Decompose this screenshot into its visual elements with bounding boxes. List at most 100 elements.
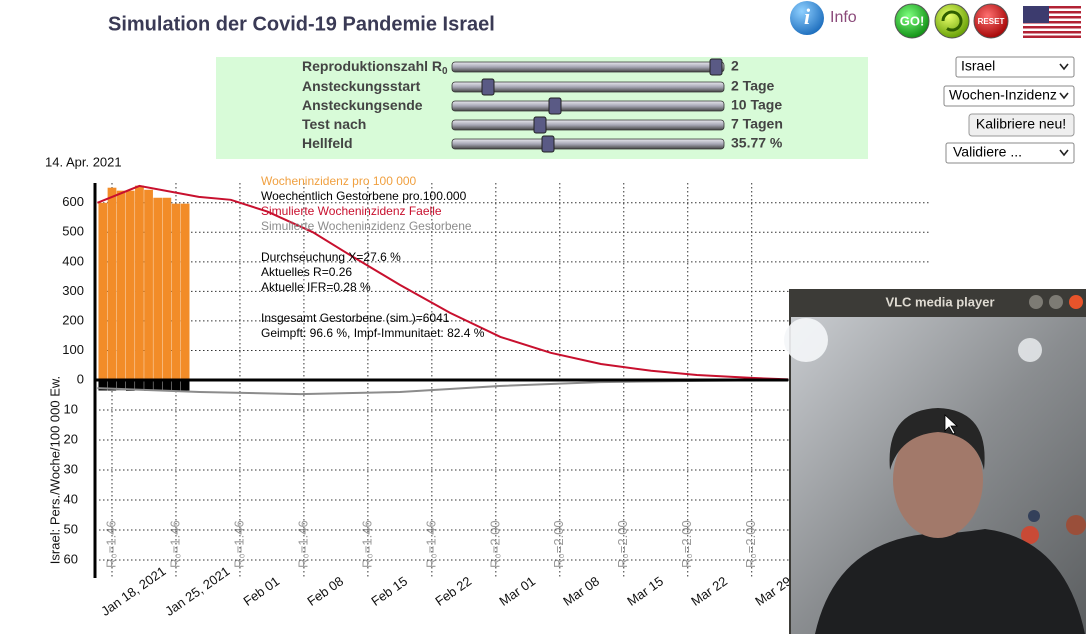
r0-label: R₀=1.46 (359, 520, 374, 568)
bar (135, 185, 144, 380)
bar (116, 380, 126, 391)
bar (162, 197, 172, 380)
bar (171, 203, 181, 380)
annotation: Aktuelle IFR=0.28 % (261, 280, 371, 294)
legend-entry: Simulierte Wocheninzidenz Faelle (261, 204, 442, 218)
x-tick-label: Mar 15 (624, 573, 666, 608)
annotation: Insgesamt Gestorbene (sim.)=6041 (261, 311, 450, 325)
y2-tick-label: 20 (64, 431, 78, 446)
vlc-window[interactable]: VLC media player (784, 289, 1086, 634)
legend-entry: Simulierte Wocheninzidenz Gestorbene (261, 219, 472, 233)
y-tick-label: 400 (62, 253, 84, 268)
video-person-body (815, 529, 1085, 634)
slider-track (451, 100, 725, 112)
video-light (784, 318, 828, 362)
go-button[interactable] (894, 3, 930, 39)
us-flag[interactable] (1023, 6, 1081, 38)
bar (180, 380, 190, 391)
bar (153, 197, 163, 380)
mode-value: Wochen-Inzidenz (949, 87, 1057, 103)
slider-value: 2 Tage (731, 78, 775, 94)
r0-label: R₀=2.00 (487, 520, 502, 568)
validate-select[interactable]: Validiere ... (945, 142, 1075, 164)
bar (107, 380, 117, 391)
annotation: Aktuelles R=0.26 (261, 265, 352, 279)
refresh-button[interactable] (934, 3, 970, 39)
y-tick-label: 300 (62, 283, 84, 298)
slider-value: 2 (731, 58, 739, 74)
line (97, 184, 789, 381)
annotation: Geimpft: 96.6 %, Impf-Immunitaet: 82.4 % (261, 326, 485, 340)
info-glyph: i (804, 4, 811, 29)
slider-label: Ansteckungsende (302, 97, 423, 113)
y-tick-label: 0 (77, 371, 84, 386)
slider-label: Ansteckungsstart (302, 78, 421, 94)
x-tick-label: Feb 22 (432, 573, 474, 609)
y2-tick-label: 60 (64, 551, 78, 566)
slider-label-text: Test nach (302, 116, 366, 132)
reset-button[interactable] (973, 3, 1009, 39)
x-tick-label: Jan 18, 2021 (98, 563, 168, 618)
r0-label: R₀=2.00 (615, 520, 630, 568)
calibrate-label: Kalibriere neu! (976, 116, 1066, 132)
region-select[interactable]: Israel (955, 56, 1075, 78)
vlc-minimize[interactable] (1029, 295, 1043, 309)
video-decor (1021, 526, 1039, 544)
bar (107, 187, 117, 380)
slider-value: 7 Tagen (731, 116, 783, 132)
r0-label: R₀=1.46 (231, 520, 246, 568)
slider-thumb[interactable] (481, 78, 495, 96)
x-tick-label: Feb 08 (304, 573, 346, 609)
slider-thumb[interactable] (541, 135, 555, 153)
vlc-title: VLC media player (885, 294, 994, 309)
slider-label: Reproduktionszahl R0 (302, 58, 448, 77)
video-light (1018, 338, 1042, 362)
vlc-close[interactable] (1069, 295, 1083, 309)
bar (125, 380, 135, 391)
mouse-cursor (944, 414, 959, 435)
slider-track (451, 81, 725, 93)
r0-label: R₀=1.46 (423, 520, 438, 568)
y2-tick-label: 50 (64, 521, 78, 536)
refresh-arrow (941, 10, 963, 32)
slider-track (451, 61, 725, 73)
vlc-maximize[interactable] (1049, 295, 1063, 309)
bar (135, 380, 144, 391)
reset-label: RESET (978, 17, 1005, 26)
slider-thumb[interactable] (533, 116, 547, 134)
bar (144, 380, 153, 391)
slider-label: Test nach (302, 116, 366, 132)
x-tick-label: Mar 01 (496, 573, 538, 608)
bar (125, 190, 135, 380)
y-tick-label: 600 (62, 194, 84, 209)
mode-select[interactable]: Wochen-Inzidenz (943, 85, 1075, 107)
slider-thumb[interactable] (709, 58, 723, 76)
y-tick-label: 500 (62, 224, 84, 239)
slider-track (451, 119, 725, 131)
r0-label: R₀=1.46 (167, 520, 182, 568)
legend-entry: Woechentlich Gestorbene pro.100.000 (261, 189, 467, 203)
info-link[interactable]: Info (830, 9, 857, 26)
slider-label-text: Hellfeld (302, 135, 353, 151)
y2-tick-label: 40 (64, 491, 78, 506)
bar (171, 380, 181, 391)
y-tick-label: 200 (62, 312, 84, 327)
sliders: Reproduktionszahl R0 2 Ansteckungsstart 2 T… (302, 58, 783, 153)
r0-label: R₀=2.00 (743, 520, 758, 568)
x-tick-label: Feb 15 (368, 573, 410, 609)
legend-entry: Wocheninzidenz pro 100 000 (261, 174, 417, 188)
calibrate-button[interactable]: Kalibriere neu! (968, 113, 1075, 137)
bar (144, 189, 153, 380)
region-value: Israel (961, 58, 995, 74)
bar (98, 380, 108, 391)
slider-thumb[interactable] (548, 97, 562, 115)
bar (162, 380, 172, 391)
info-icon[interactable] (790, 1, 824, 35)
y-tick-label: 100 (62, 342, 84, 357)
slider-label: Hellfeld (302, 135, 353, 151)
x-tick-label: Mar 29 (752, 573, 794, 608)
slider-value: 35.77 % (731, 135, 783, 151)
